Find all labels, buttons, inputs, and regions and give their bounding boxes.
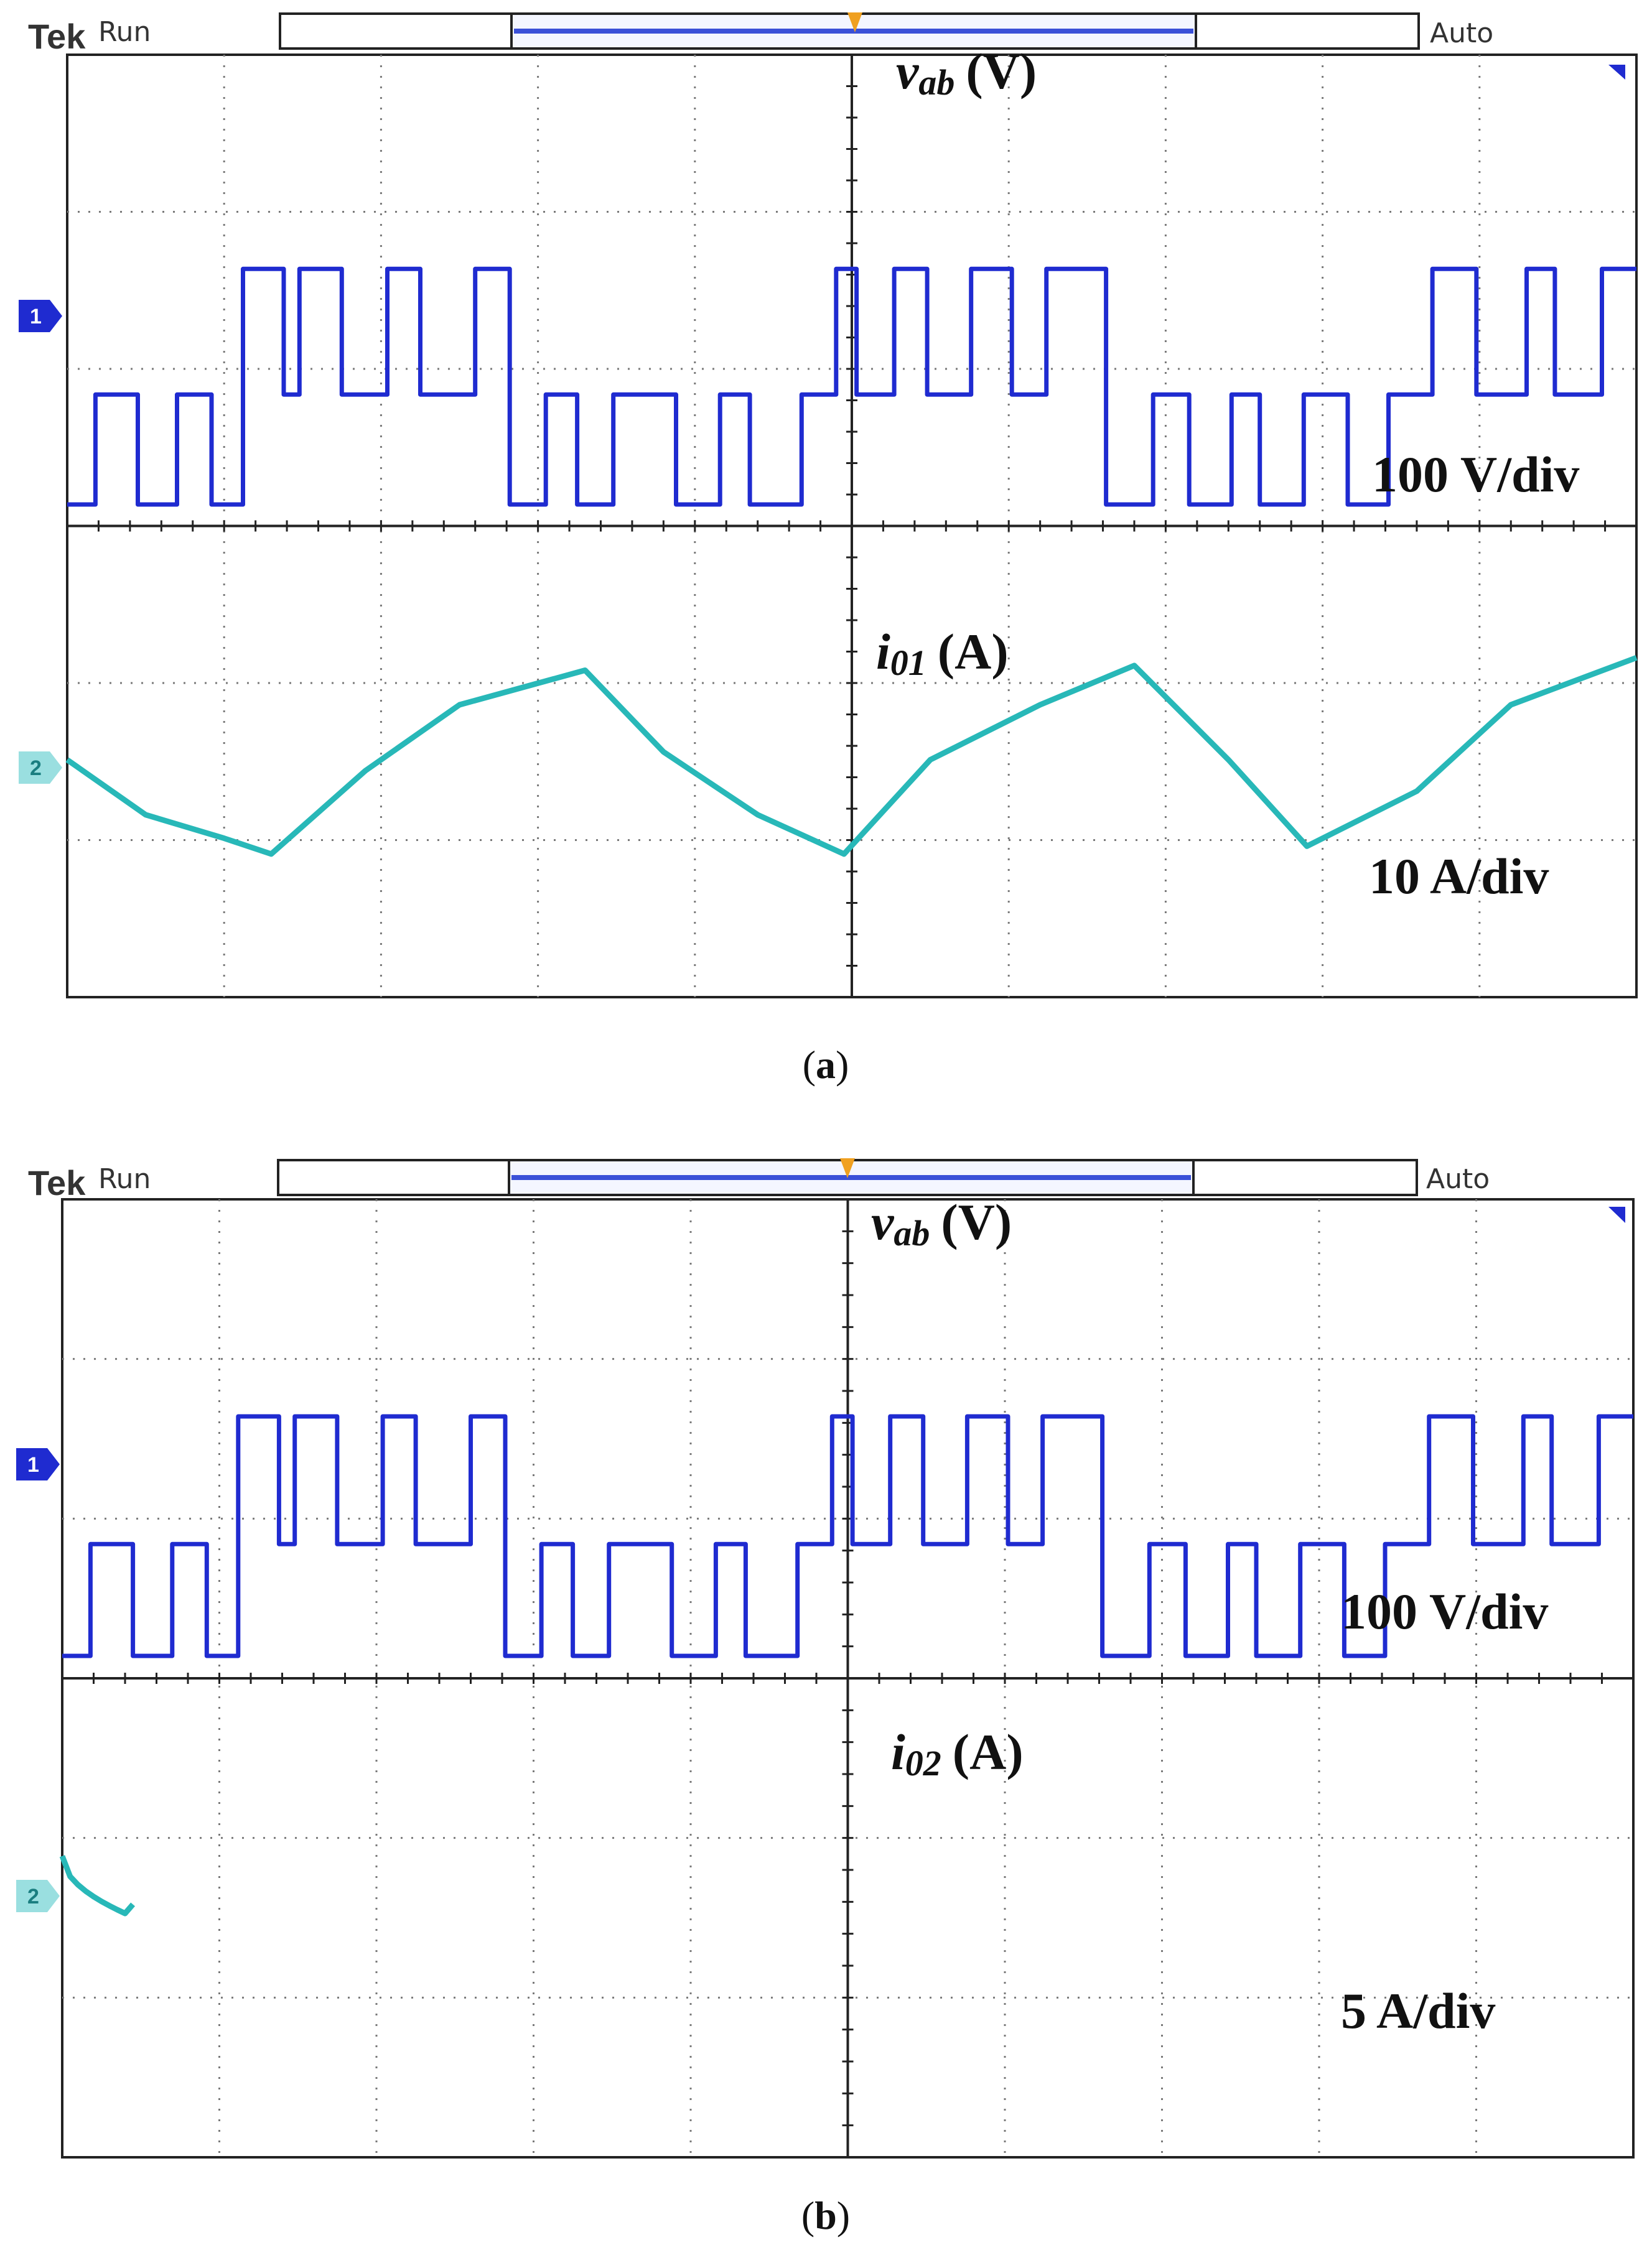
current-label: i02 (A) xyxy=(891,1724,1024,1783)
trigger-mode: Auto xyxy=(1430,17,1493,49)
channel-1-label: 1 xyxy=(30,305,42,328)
trigger-mode: Auto xyxy=(1426,1163,1490,1195)
scale-corner-icon xyxy=(1608,65,1625,80)
brand-label: Tek xyxy=(28,17,86,56)
vab-trace xyxy=(67,266,1636,507)
channel-2-marker: 2 xyxy=(16,1880,60,1912)
current-scale-label: 5 A/div xyxy=(1341,1982,1495,2039)
trigger-position-icon xyxy=(847,12,862,32)
channel-1-marker: 1 xyxy=(16,1448,60,1480)
channel-1-label: 1 xyxy=(27,1453,39,1477)
channel-2-label: 2 xyxy=(27,1885,39,1908)
current-label: i01 (A) xyxy=(876,623,1009,683)
vab-scale-label: 100 V/div xyxy=(1341,1583,1548,1640)
panel-caption: (a) xyxy=(803,1043,849,1087)
channel-2-marker: 2 xyxy=(19,751,62,784)
channel-2-label: 2 xyxy=(30,756,42,780)
brand-label: Tek xyxy=(28,1163,86,1202)
vab-label: vab (V) xyxy=(896,43,1037,103)
current-scale-label: 10 A/div xyxy=(1369,848,1549,904)
vab-scale-label: 100 V/div xyxy=(1372,446,1579,503)
run-status: Run xyxy=(98,16,151,48)
current-trace xyxy=(59,1855,136,1917)
panel-caption: (b) xyxy=(801,2193,850,2238)
vab-trace xyxy=(62,1414,1633,1658)
scale-corner-icon xyxy=(1608,1207,1625,1223)
grid xyxy=(66,53,1638,998)
channel-1-marker: 1 xyxy=(19,300,62,332)
run-status: Run xyxy=(98,1163,151,1195)
panel-a: Tek Run Auto T 1 2 vab(V) 100 V/div i01(… xyxy=(19,12,1638,1087)
grid xyxy=(61,1198,1635,2159)
trigger-position-icon xyxy=(840,1158,855,1178)
vab-label: vab (V) xyxy=(871,1194,1012,1253)
current-trace xyxy=(65,655,1638,857)
panel-b: Tek Run Auto T 1 2 vab(V) 100 V/div i02(… xyxy=(16,1158,1635,2238)
